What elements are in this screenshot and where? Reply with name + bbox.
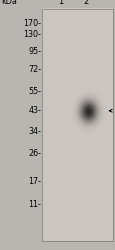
Text: 1: 1: [57, 0, 62, 6]
Text: 11-: 11-: [28, 200, 41, 209]
Text: 26-: 26-: [28, 149, 41, 158]
Text: 34-: 34-: [28, 127, 41, 136]
Text: 55-: 55-: [28, 86, 41, 96]
Text: 2: 2: [82, 0, 88, 6]
Text: kDa: kDa: [1, 0, 17, 6]
Text: 130-: 130-: [23, 30, 41, 39]
Bar: [42, 9, 112, 241]
Text: 170-: 170-: [23, 18, 41, 28]
Text: 72-: 72-: [28, 65, 41, 74]
Bar: [42, 9, 112, 241]
Text: 95-: 95-: [28, 46, 41, 56]
Text: 17-: 17-: [28, 178, 41, 186]
Text: 43-: 43-: [28, 106, 41, 115]
